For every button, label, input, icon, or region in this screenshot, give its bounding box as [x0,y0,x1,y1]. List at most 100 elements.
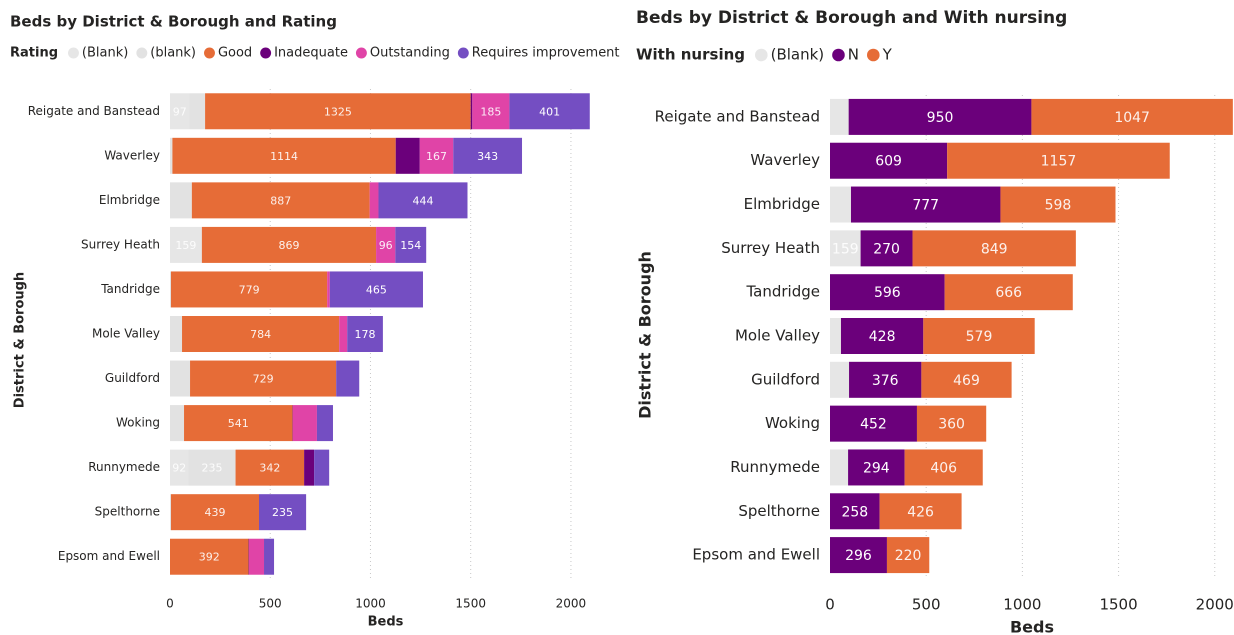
bar-segment [304,449,315,486]
legend-title: Rating [10,46,58,61]
y-tick-label: Mole Valley [92,327,160,341]
bar-segment [947,142,1170,179]
bar-segment [830,493,880,530]
y-tick-label: Spelthorne [95,505,160,519]
bar-segment [472,93,510,130]
data-label: 343 [477,150,498,163]
x-tick-label: 500 [912,596,941,614]
bar-segment [848,449,905,486]
legend-label: (Blank) [82,46,128,61]
bar-segment [170,449,189,486]
data-label: 869 [278,239,299,252]
legend-marker [68,47,79,59]
x-tick-label: 2000 [556,597,587,611]
data-label: 185 [480,105,501,118]
bar-segment [830,361,850,398]
x-tick-label: 1000 [1003,596,1041,614]
bar-segment [170,494,172,531]
bar-segment [912,230,1076,267]
bar-segment [830,537,887,574]
bar-segment [395,226,427,263]
legend-label: Requires improvement [472,46,620,61]
y-tick-label: Tandridge [745,283,820,301]
bar-segment [264,538,275,575]
legend-label: Y [882,46,893,64]
y-tick-label: Surrey Heath [721,239,820,257]
data-label: 596 [874,285,901,301]
bar-segment [830,318,841,354]
bar-segment [840,318,924,354]
data-label: 97 [173,105,187,118]
data-label: 465 [366,283,387,296]
bar-segment [316,405,333,442]
bar-segment [171,494,260,531]
data-label: 729 [253,373,274,386]
data-label: 258 [841,504,868,520]
bar-segment [170,360,191,397]
legend-label: Good [218,46,252,61]
bar-segment [205,93,471,130]
data-label: 779 [239,283,260,296]
data-label: 296 [845,548,872,564]
bar-segment [172,137,396,174]
y-tick-label: Guildford [751,370,820,388]
data-label: 666 [995,285,1022,301]
legend-title: With nursing [636,46,745,64]
data-label: 777 [912,198,939,214]
data-label: 444 [412,194,433,207]
data-label: 220 [895,548,922,564]
x-tick-label: 1500 [455,597,486,611]
bar-segment [849,361,922,398]
bar-segment [248,538,265,575]
data-label: 154 [400,239,421,252]
bar-segment [850,186,1001,223]
data-label: 401 [539,105,560,118]
bar-segment [201,226,377,263]
bar-segment [170,316,183,352]
y-tick-label: Woking [116,416,160,430]
data-label: 428 [869,329,896,345]
bar-segment [830,98,849,135]
bar-segment [369,182,379,219]
bar-segment [170,226,202,263]
legend-marker [136,47,148,59]
bar-segment [170,271,172,308]
data-label: 439 [205,506,226,519]
y-tick-label: Tandridge [100,282,160,296]
data-label: 849 [981,241,1008,257]
bar-segment [944,274,1073,311]
data-label: 178 [355,328,376,341]
bar-segment [860,230,913,267]
bar-segment [170,137,173,174]
y-tick-label: Waverley [750,151,820,169]
legend-marker [755,48,768,62]
bar-segment [314,449,330,486]
chart-title: Beds by District & Borough and With nurs… [636,8,1067,28]
y-axis-label: District & Borough [636,251,655,419]
data-label: 541 [228,417,249,430]
bar-segment [923,318,1035,354]
y-axis-label: District & Borough [13,272,28,408]
bar-segment [182,316,340,352]
x-axis-label: Beds [1010,618,1054,635]
bar-segment [170,405,185,442]
bar-segment [327,271,330,308]
bar-segment [509,93,590,130]
bar-segment [347,316,383,352]
y-tick-label: Reigate and Banstead [28,104,160,118]
x-tick-label: 500 [259,597,282,611]
bar-segment [916,405,987,442]
legend-label: Inadequate [274,46,348,61]
data-label: 392 [199,551,220,564]
bar-segment [189,93,206,130]
data-label: 784 [250,328,271,341]
bar-segment [171,271,328,308]
legend-marker [260,47,272,59]
bar-segment [904,449,983,486]
y-tick-label: Waverley [104,148,160,162]
legend-label: (blank) [150,46,196,61]
data-label: 376 [872,373,899,389]
data-label: 342 [259,462,280,475]
y-tick-label: Reigate and Banstead [655,107,820,125]
